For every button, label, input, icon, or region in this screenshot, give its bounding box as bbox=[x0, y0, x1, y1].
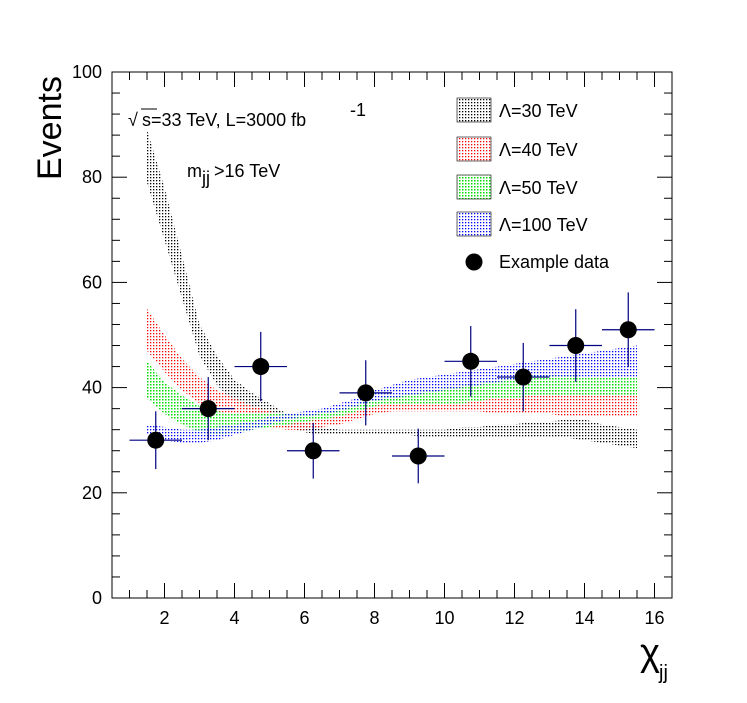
x-axis-title-symbol: χ bbox=[640, 632, 660, 674]
data-point bbox=[304, 442, 322, 460]
data-point bbox=[567, 337, 585, 355]
data-point bbox=[619, 321, 637, 339]
energy-annotation: √ s=33 TeV, L=3000 fb -1 bbox=[128, 100, 366, 130]
legend-swatch-lambda-40 bbox=[456, 136, 492, 162]
x-tick-label: 2 bbox=[159, 608, 169, 628]
legend-swatch-lambda-30 bbox=[456, 97, 492, 123]
data-point bbox=[199, 400, 217, 418]
sqrt-symbol: √ bbox=[128, 110, 138, 130]
legend-label-lambda-100: Λ=100 TeV bbox=[499, 215, 588, 235]
axis-ticks bbox=[112, 71, 673, 599]
data-point bbox=[409, 447, 427, 465]
legend-label-lambda-40: Λ=40 TeV bbox=[499, 140, 578, 160]
data-point bbox=[357, 384, 375, 402]
y-tick-label: 0 bbox=[92, 588, 102, 608]
x-tick-label: 12 bbox=[504, 608, 524, 628]
legend-item-lambda-50: Λ=50 TeV bbox=[456, 174, 578, 200]
band-layer bbox=[147, 129, 637, 449]
y-axis-title: Events bbox=[31, 76, 69, 180]
legend-swatch-lambda-100 bbox=[456, 211, 492, 237]
luminosity-exponent: -1 bbox=[350, 100, 366, 120]
legend: Λ=30 TeV Λ=40 TeV Λ=50 TeV Λ=100 TeV Exa… bbox=[456, 97, 610, 272]
x-axis-title: χ jj bbox=[640, 632, 668, 684]
band-lambda-100 bbox=[147, 345, 637, 443]
y-tick-label: 80 bbox=[82, 167, 102, 187]
data-marker-layer bbox=[147, 321, 637, 465]
tick-labels: 2 4 6 8 10 12 14 16 0 20 40 60 80 100 bbox=[72, 62, 665, 628]
legend-swatch-lambda-50 bbox=[456, 174, 492, 200]
y-tick-label: 60 bbox=[82, 272, 102, 292]
y-tick-label: 20 bbox=[82, 483, 102, 503]
legend-label-example-data: Example data bbox=[499, 252, 610, 272]
band-lambda-40 bbox=[147, 308, 637, 430]
x-tick-label: 14 bbox=[574, 608, 594, 628]
legend-item-lambda-40: Λ=40 TeV bbox=[456, 136, 578, 162]
x-tick-label: 16 bbox=[644, 608, 664, 628]
legend-label-lambda-50: Λ=50 TeV bbox=[499, 178, 578, 198]
y-tick-label: 100 bbox=[72, 62, 102, 82]
x-tick-label: 6 bbox=[299, 608, 309, 628]
mass-symbol: m bbox=[187, 161, 202, 181]
data-point bbox=[147, 431, 165, 449]
x-tick-label: 10 bbox=[434, 608, 454, 628]
x-tick-label: 4 bbox=[229, 608, 239, 628]
data-point bbox=[252, 358, 270, 376]
x-axis-title-subscript: jj bbox=[658, 662, 668, 684]
data-point bbox=[514, 368, 532, 386]
legend-label-lambda-30: Λ=30 TeV bbox=[499, 101, 578, 121]
x-tick-label: 8 bbox=[369, 608, 379, 628]
legend-item-example-data: Example data bbox=[465, 252, 610, 272]
energy-luminosity-text: s=33 TeV, L=3000 fb bbox=[142, 110, 306, 130]
mass-cut-text: >16 TeV bbox=[214, 161, 280, 181]
legend-item-lambda-100: Λ=100 TeV bbox=[456, 211, 588, 237]
mass-cut-annotation: m jj >16 TeV bbox=[187, 161, 280, 188]
data-point bbox=[462, 352, 480, 370]
y-tick-label: 40 bbox=[82, 378, 102, 398]
legend-item-lambda-30: Λ=30 TeV bbox=[456, 97, 578, 123]
mass-subscript: jj bbox=[201, 168, 210, 188]
legend-marker-example-data bbox=[465, 253, 483, 271]
